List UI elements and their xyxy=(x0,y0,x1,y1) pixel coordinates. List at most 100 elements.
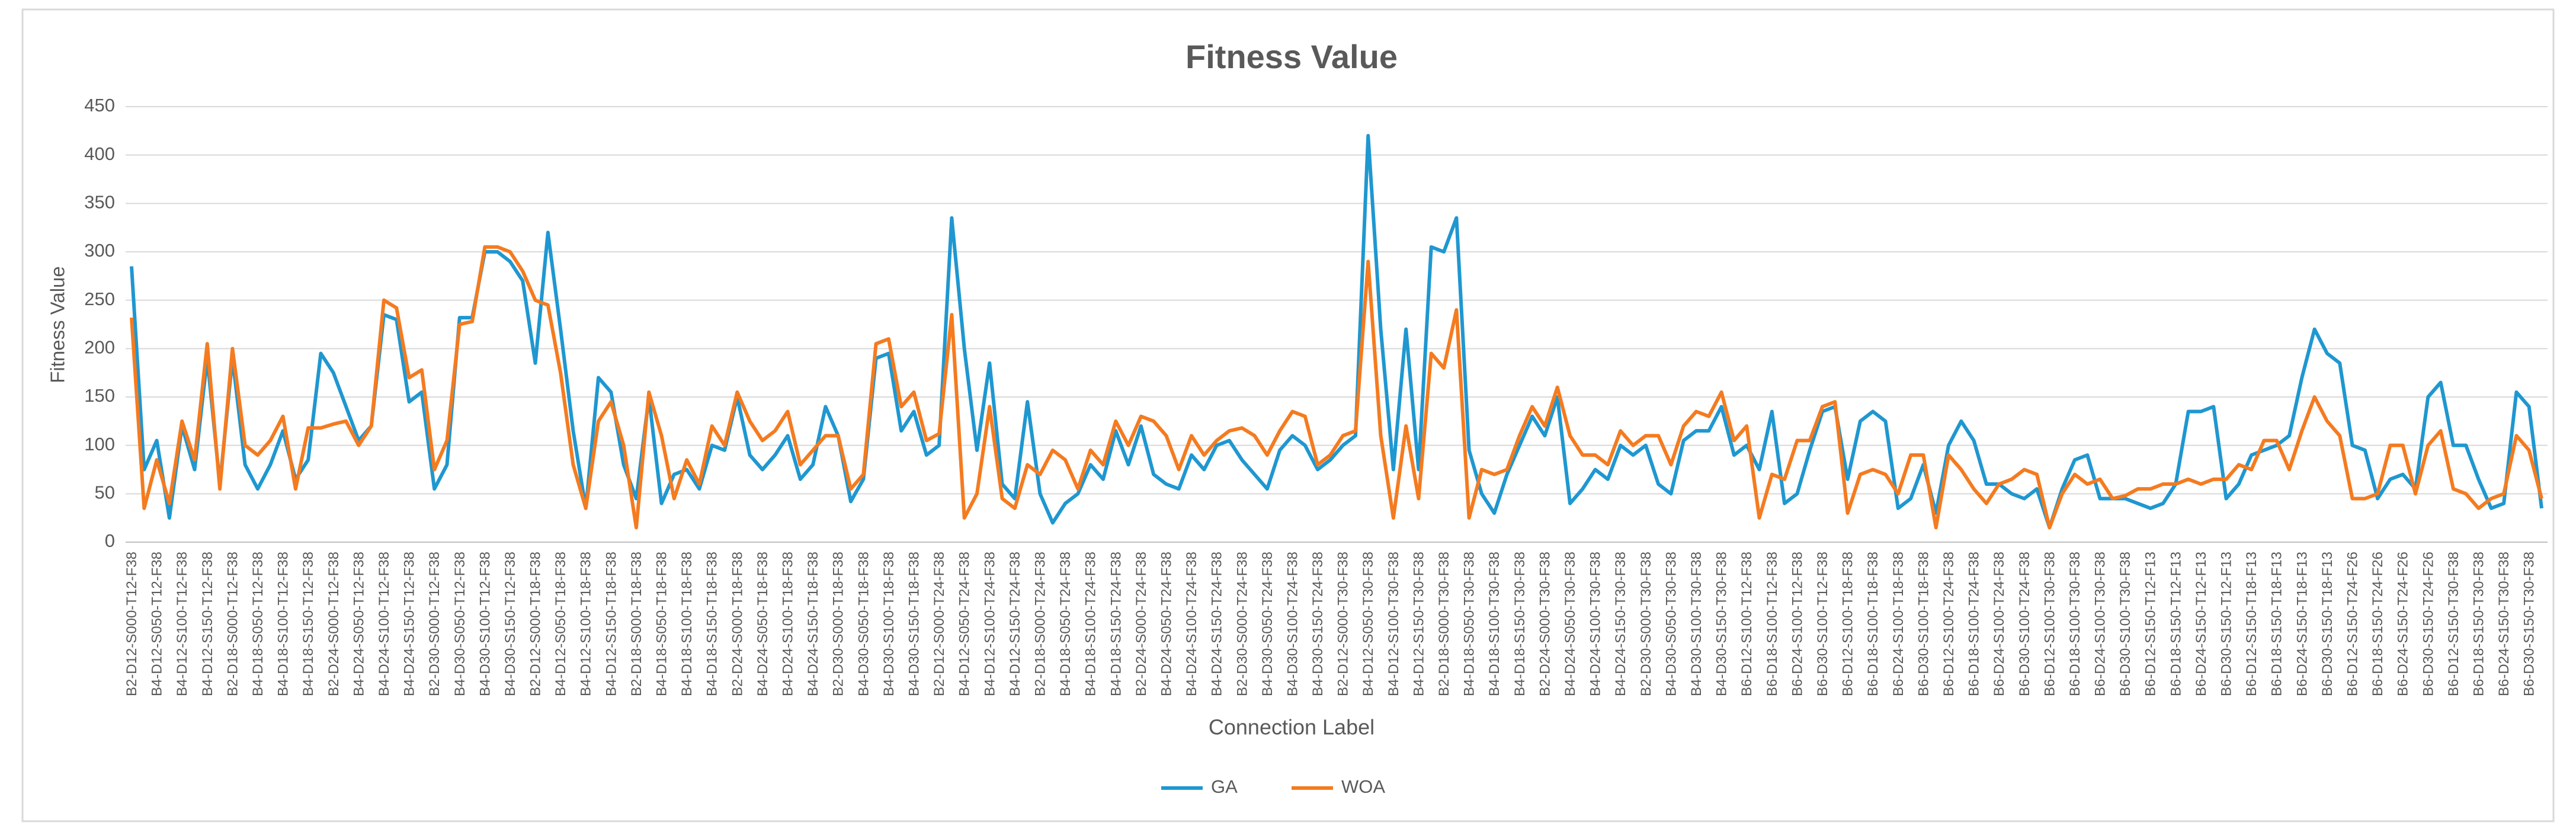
x-tick-label: B2-D24-S000-T24-F38 xyxy=(1133,552,1149,696)
x-tick-label: B4-D12-S100-T18-F38 xyxy=(578,552,594,696)
x-tick-label: B4-D12-S050-T12-F38 xyxy=(149,552,165,696)
x-tick-label: B4-D24-S050-T18-F38 xyxy=(755,552,771,696)
x-tick-label: B6-D12-S100-T12-F38 xyxy=(1739,552,1755,696)
y-tick-label: 200 xyxy=(84,337,115,358)
x-tick-label: B4-D30-S050-T18-F38 xyxy=(856,552,872,696)
y-tick-label: 150 xyxy=(84,385,115,406)
x-tick-label: B4-D12-S150-T24-F38 xyxy=(1007,552,1023,696)
x-tick-label: B2-D18-S000-T12-F38 xyxy=(225,552,241,696)
x-tick-label: B6-D18-S150-T30-F38 xyxy=(2471,552,2487,696)
x-tick-label: B4-D18-S150-T12-F38 xyxy=(300,552,316,696)
x-tick-label: B2-D24-S000-T12-F38 xyxy=(326,552,342,696)
x-tick-label: B6-D12-S150-T18-F13 xyxy=(2244,552,2260,696)
x-tick-label: B2-D30-S000-T24-F38 xyxy=(1234,552,1250,696)
x-tick-label: B2-D12-S000-T30-F38 xyxy=(1335,552,1351,696)
x-tick-label: B4-D24-S100-T12-F38 xyxy=(376,552,392,696)
x-tick-label: B6-D24-S150-T12-F13 xyxy=(2193,552,2209,696)
y-tick-label: 300 xyxy=(84,240,115,261)
x-tick-label: B6-D30-S100-T30-F38 xyxy=(2117,552,2133,696)
y-axis-title: Fitness Value xyxy=(47,266,69,383)
x-tick-label: B6-D18-S150-T24-F26 xyxy=(2370,552,2386,696)
x-tick-label: B2-D12-S000-T18-F38 xyxy=(528,552,544,696)
x-tick-label: B4-D12-S150-T18-F38 xyxy=(603,552,619,696)
x-tick-label: B4-D30-S100-T24-F38 xyxy=(1284,552,1300,696)
x-tick-label: B4-D30-S050-T30-F38 xyxy=(1663,552,1679,696)
y-tick-label: 250 xyxy=(84,289,115,309)
x-tick-label: B4-D18-S150-T18-F38 xyxy=(704,552,720,696)
x-tick-label: B4-D18-S150-T24-F38 xyxy=(1108,552,1124,696)
x-tick-label: B2-D24-S000-T30-F38 xyxy=(1537,552,1553,696)
x-tick-label: B4-D12-S100-T30-F38 xyxy=(1386,552,1402,696)
series-line xyxy=(130,134,2543,530)
x-tick-label: B2-D12-S000-T12-F38 xyxy=(124,552,140,696)
x-tick-label: B4-D18-S050-T18-F38 xyxy=(654,552,670,696)
x-tick-label: B2-D18-S000-T18-F38 xyxy=(629,552,645,696)
x-tick-label: B6-D18-S150-T18-F13 xyxy=(2269,552,2285,696)
x-tick-label: B4-D18-S050-T24-F38 xyxy=(1058,552,1074,696)
x-tick-label: B4-D24-S100-T18-F38 xyxy=(780,552,796,696)
x-tick-label: B6-D18-S100-T12-F38 xyxy=(1764,552,1780,696)
x-axis-title: Connection Label xyxy=(1209,715,1374,739)
x-tick-label: B4-D24-S050-T24-F38 xyxy=(1158,552,1174,696)
x-tick-label: B2-D30-S000-T30-F38 xyxy=(1638,552,1654,696)
x-tick-label: B2-D18-S000-T30-F38 xyxy=(1436,552,1452,696)
x-tick-label: B4-D30-S050-T12-F38 xyxy=(452,552,468,696)
x-tick-label: B6-D24-S150-T24-F26 xyxy=(2395,552,2411,696)
x-tick-label: B4-D30-S150-T24-F38 xyxy=(1310,552,1326,696)
x-tick-label: B6-D30-S150-T24-F26 xyxy=(2420,552,2436,696)
y-tick-label: 50 xyxy=(95,482,115,503)
x-tick-label: B4-D12-S050-T30-F38 xyxy=(1360,552,1376,696)
y-tick-label: 400 xyxy=(84,143,115,164)
y-tick-label: 350 xyxy=(84,192,115,213)
x-tick-label: B6-D30-S100-T24-F38 xyxy=(2017,552,2033,696)
x-tick-label: B4-D18-S100-T12-F38 xyxy=(275,552,291,696)
x-tick-label: B4-D12-S100-T24-F38 xyxy=(982,552,998,696)
x-tick-label: B6-D30-S100-T12-F38 xyxy=(1815,552,1831,696)
x-tick-label: B4-D24-S050-T30-F38 xyxy=(1562,552,1578,696)
x-tick-label: B4-D24-S100-T24-F38 xyxy=(1184,552,1200,696)
x-tick-label: B6-D24-S100-T18-F38 xyxy=(1891,552,1907,696)
legend-label: GA xyxy=(1211,776,1238,797)
x-tick-label: B6-D30-S150-T18-F13 xyxy=(2319,552,2335,696)
x-tick-label: B2-D12-S000-T24-F38 xyxy=(931,552,947,696)
y-tick-label: 450 xyxy=(84,95,115,116)
x-tick-label: B4-D18-S100-T24-F38 xyxy=(1083,552,1099,696)
x-tick-label: B2-D18-S000-T24-F38 xyxy=(1032,552,1048,696)
x-tick-label: B4-D24-S150-T12-F38 xyxy=(402,552,418,696)
x-tick-label: B4-D30-S150-T12-F38 xyxy=(502,552,518,696)
x-tick-label: B4-D12-S150-T12-F38 xyxy=(200,552,216,696)
x-tick-label: B4-D24-S150-T24-F38 xyxy=(1209,552,1225,696)
x-tick-label: B4-D18-S100-T30-F38 xyxy=(1486,552,1502,696)
x-tick-label: B6-D24-S100-T24-F38 xyxy=(1991,552,2007,696)
x-tick-label: B4-D18-S100-T18-F38 xyxy=(679,552,695,696)
x-tick-label: B6-D18-S150-T12-F13 xyxy=(2168,552,2184,696)
x-tick-label: B6-D12-S100-T24-F38 xyxy=(1941,552,1957,696)
x-tick-label: B6-D18-S100-T30-F38 xyxy=(2067,552,2083,696)
x-tick-label: B2-D30-S000-T12-F38 xyxy=(427,552,443,696)
x-tick-label: B4-D30-S100-T12-F38 xyxy=(477,552,493,696)
x-tick-label: B4-D30-S150-T18-F38 xyxy=(906,552,922,696)
x-tick-label: B4-D30-S150-T30-F38 xyxy=(1714,552,1730,696)
chart-title: Fitness Value xyxy=(1186,38,1398,75)
x-tick-label: B2-D24-S000-T18-F38 xyxy=(729,552,745,696)
x-tick-label: B6-D18-S100-T18-F38 xyxy=(1865,552,1881,696)
x-tick-label: B4-D18-S050-T30-F38 xyxy=(1462,552,1478,696)
x-tick-label: B4-D24-S050-T12-F38 xyxy=(351,552,367,696)
x-tick-label: B4-D12-S050-T24-F38 xyxy=(957,552,973,696)
legend-label: WOA xyxy=(1341,776,1385,797)
x-tick-label: B6-D30-S100-T18-F38 xyxy=(1915,552,1931,696)
x-tick-label: B2-D30-S000-T18-F38 xyxy=(831,552,847,696)
x-tick-label: B4-D24-S100-T30-F38 xyxy=(1588,552,1604,696)
x-tick-label: B4-D30-S050-T24-F38 xyxy=(1260,552,1276,696)
x-tick-label: B4-D12-S050-T18-F38 xyxy=(553,552,569,696)
x-tick-label: B6-D12-S150-T12-F13 xyxy=(2143,552,2159,696)
x-tick-label: B6-D24-S100-T30-F38 xyxy=(2093,552,2109,696)
y-tick-label: 100 xyxy=(84,434,115,454)
x-tick-label: B6-D24-S150-T30-F38 xyxy=(2496,552,2512,696)
x-tick-label: B6-D12-S150-T30-F38 xyxy=(2446,552,2462,696)
x-tick-label: B4-D24-S150-T30-F38 xyxy=(1613,552,1629,696)
x-tick-label: B6-D12-S150-T24-F26 xyxy=(2345,552,2361,696)
x-tick-label: B4-D30-S100-T30-F38 xyxy=(1689,552,1704,696)
x-tick-label: B6-D18-S100-T24-F38 xyxy=(1966,552,1982,696)
